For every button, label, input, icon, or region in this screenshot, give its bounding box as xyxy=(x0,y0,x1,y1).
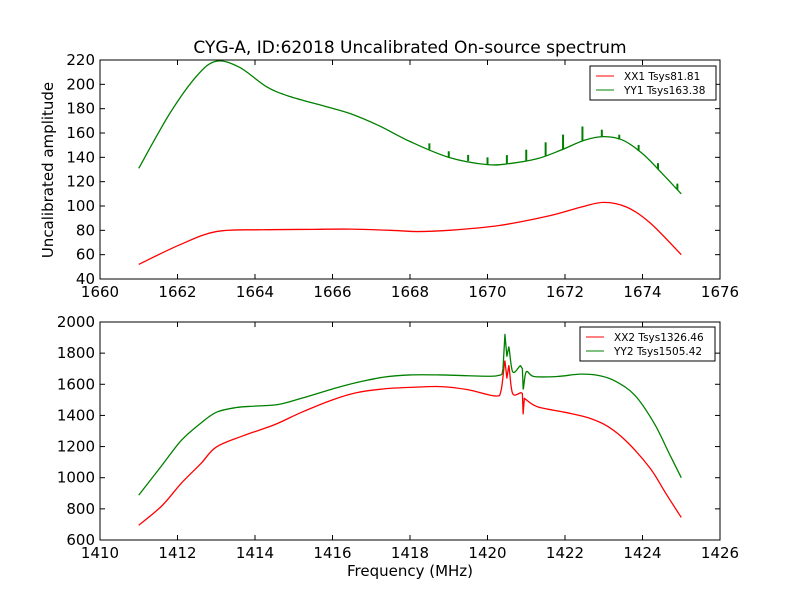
x-tick-label: 1418 xyxy=(391,544,429,562)
x-axis-label: Frequency (MHz) xyxy=(347,562,473,580)
ticks-upper: 1660 1662 1664 1666 1668 1670 1672 1674 1676 40 60… xyxy=(66,51,739,301)
x-tick-label: 1674 xyxy=(623,283,661,301)
y-tick-label: 180 xyxy=(66,100,95,118)
upper-spectrum-plot: CYG-A, ID:62018 Uncalibrated On-source s… xyxy=(39,38,739,301)
x-tick-label: 1420 xyxy=(468,544,506,562)
legend-label-yy2: YY2 Tsys1505.42 xyxy=(613,346,702,358)
x-tick-label: 1416 xyxy=(313,544,351,562)
y-tick-label: 800 xyxy=(66,500,95,518)
legend-box xyxy=(579,326,716,362)
y-tick-label: 1600 xyxy=(57,375,95,393)
chart-title: CYG-A, ID:62018 Uncalibrated On-source s… xyxy=(193,38,626,58)
x-tick-label: 1412 xyxy=(158,544,196,562)
series-line-yy1 xyxy=(138,60,682,195)
x-tick-label: 1666 xyxy=(313,283,351,301)
series-line-xx2 xyxy=(138,360,682,526)
x-tick-label: 1662 xyxy=(158,283,196,301)
x-tick-label: 1676 xyxy=(701,283,739,301)
x-tick-label: 1672 xyxy=(546,283,584,301)
y-tick-label: 1000 xyxy=(57,469,95,487)
legend-label-xx1: XX1 Tsys81.81 xyxy=(624,71,700,83)
series-line-xx1 xyxy=(138,201,682,265)
legend-label-yy1: YY1 Tsys163.38 xyxy=(623,85,705,97)
lower-spectrum-plot: Frequency (MHz) 1410 1412 1414 1416 1418 1420… xyxy=(57,313,739,580)
series-layer-upper xyxy=(138,60,682,265)
x-tick-label: 1664 xyxy=(236,283,274,301)
y-tick-label: 160 xyxy=(66,124,95,142)
series-line-yy2 xyxy=(138,333,682,496)
x-tick-label: 1422 xyxy=(546,544,584,562)
x-tick-label: 1668 xyxy=(391,283,429,301)
x-tick-label: 1424 xyxy=(623,544,661,562)
legend-box xyxy=(589,65,717,101)
series-layer-lower xyxy=(138,333,682,526)
y-tick-label: 220 xyxy=(66,51,95,69)
y-tick-label: 600 xyxy=(66,531,95,549)
y-tick-label: 140 xyxy=(66,148,95,166)
legend-label-xx2: XX2 Tsys1326.46 xyxy=(614,332,704,344)
y-tick-label: 40 xyxy=(76,270,95,288)
x-tick-label: 1660 xyxy=(81,283,119,301)
x-tick-label: 1410 xyxy=(81,544,119,562)
x-tick-label: 1670 xyxy=(468,283,506,301)
y-tick-label: 1400 xyxy=(57,406,95,424)
y-tick-label: 1200 xyxy=(57,438,95,456)
legend-lower: XX2 Tsys1326.46 YY2 Tsys1505.42 xyxy=(579,326,716,362)
y-tick-label: 100 xyxy=(66,197,95,215)
y-tick-label: 2000 xyxy=(57,313,95,331)
y-tick-label: 200 xyxy=(66,75,95,93)
y-tick-label: 60 xyxy=(76,246,95,264)
y-tick-label: 120 xyxy=(66,173,95,191)
x-tick-label: 1426 xyxy=(701,544,739,562)
ticks-lower: 1410 1412 1414 1416 1418 1420 1422 1424 1426 600 8… xyxy=(57,313,739,562)
y-tick-label: 1800 xyxy=(57,344,95,362)
y-axis-label: Uncalibrated amplitude xyxy=(39,82,57,258)
x-tick-label: 1414 xyxy=(236,544,274,562)
y-tick-label: 80 xyxy=(76,221,95,239)
legend-upper: XX1 Tsys81.81 YY1 Tsys163.38 xyxy=(589,65,717,101)
